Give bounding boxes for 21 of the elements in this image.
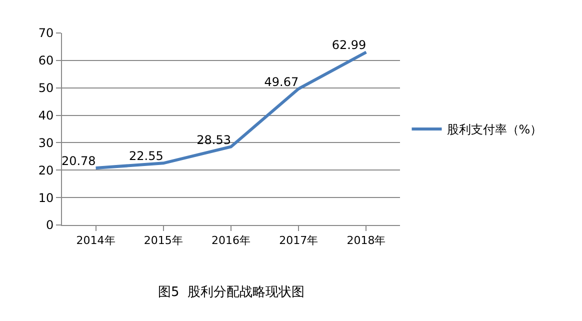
y-tick-label: 60 — [38, 54, 54, 68]
line-series — [94, 50, 368, 170]
y-tick-label: 70 — [38, 26, 54, 40]
data-label: 49.67 — [264, 74, 299, 89]
y-tick-label: 50 — [38, 81, 54, 96]
x-tick-label: 2014年 — [76, 234, 116, 248]
y-tick-label: 0 — [46, 218, 54, 232]
x-tick-label: 2015年 — [144, 234, 183, 248]
y-tick-label: 30 — [38, 136, 54, 150]
text: 图5 股利分配战略现状图 — [158, 285, 305, 300]
x-tick-label: 2018年 — [346, 234, 386, 248]
x-tick-label: 2016年 — [212, 234, 250, 248]
data-label: 28.53 — [196, 132, 231, 147]
y-tick-label: 20 — [38, 163, 54, 178]
y-tick-label: 10 — [38, 190, 54, 205]
data-label: 20.78 — [61, 154, 96, 168]
y-tick-label: 40 — [38, 108, 54, 122]
data-label: 22.55 — [129, 149, 164, 164]
data-label: 62.99 — [332, 38, 366, 52]
x-tick-label: 2017年 — [279, 234, 318, 248]
legend-label: 股利支付率（%） — [446, 122, 542, 137]
